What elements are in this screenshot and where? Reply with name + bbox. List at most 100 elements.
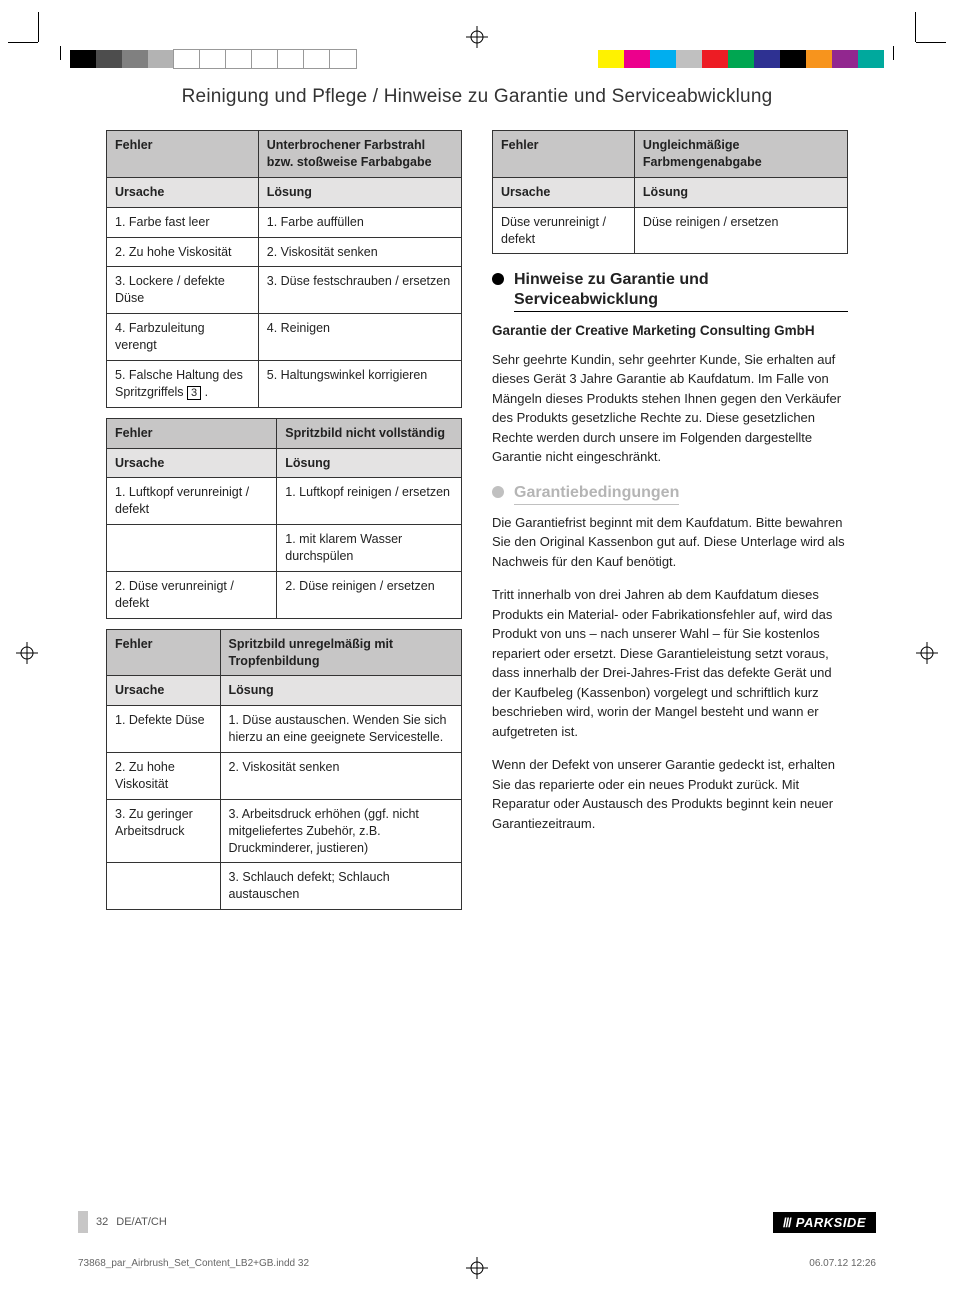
swatch: [676, 50, 702, 68]
cause-cell: 5. Falsche Haltung des Spritzgriffels 3 …: [107, 360, 259, 407]
tick: [60, 46, 61, 60]
cause-cell: [107, 863, 221, 910]
th-title: Spritzbild nicht vollständig: [277, 418, 462, 448]
cause-cell: 1. Luftkopf verunreinigt / defekt: [107, 478, 277, 525]
cause-cell: [107, 525, 277, 572]
crop-mark-tr: [906, 12, 946, 52]
th-fehler: Fehler: [107, 418, 277, 448]
swatch-row-right: [598, 50, 884, 68]
th-ursache: Ursache: [493, 177, 635, 207]
file-name: 73868_par_Airbrush_Set_Content_LB2+GB.in…: [78, 1258, 309, 1269]
paragraph: Sehr geehrte Kundin, sehr geehrter Kunde…: [492, 350, 848, 467]
swatch: [702, 50, 728, 68]
swatch: [858, 50, 884, 68]
registration-mark-icon: [916, 642, 938, 664]
heading-text: Garantiebedingungen: [514, 483, 679, 505]
region-code: DE/AT/CH: [116, 1216, 167, 1228]
cause-cell: 2. Düse verunreinigt / defekt: [107, 571, 277, 618]
section-heading-terms: Garantiebedingungen: [492, 483, 848, 505]
brand-slashes-icon: ///: [783, 1215, 791, 1230]
th-title: Unterbrochener Farbstrahl bzw. stoßweise…: [258, 131, 461, 178]
registration-mark-icon: [466, 26, 488, 48]
cause-cell: 3. Lockere / defekte Düse: [107, 267, 259, 314]
crop-mark-tl: [8, 12, 48, 52]
solution-cell: 3. Schlauch defekt; Schlauch austauschen: [220, 863, 462, 910]
swatch: [174, 50, 200, 68]
tick: [893, 46, 894, 60]
registration-mark-icon: [16, 642, 38, 664]
cause-cell: 1. Farbe fast leer: [107, 207, 259, 237]
th-loesung: Lösung: [258, 177, 461, 207]
heading-text: Hinweise zu Garantie und Serviceabwicklu…: [514, 270, 848, 312]
swatch: [624, 50, 650, 68]
cause-cell: 2. Zu hohe Viskosität: [107, 237, 259, 267]
swatch: [650, 50, 676, 68]
swatch: [806, 50, 832, 68]
solution-cell: 5. Haltungswinkel korrigieren: [258, 360, 461, 407]
solution-cell: 2. Viskosität senken: [220, 753, 462, 800]
print-date: 06.07.12 12:26: [809, 1258, 876, 1269]
solution-cell: 1. Farbe auffüllen: [258, 207, 461, 237]
swatch: [598, 50, 624, 68]
right-column: FehlerUngleichmäßige FarbmengenabgabeUrs…: [492, 130, 848, 920]
th-ursache: Ursache: [107, 676, 221, 706]
troubleshoot-table: FehlerSpritzbild unregelmäßig mit Tropfe…: [106, 629, 462, 911]
solution-cell: Düse reinigen / ersetzen: [634, 207, 847, 254]
th-ursache: Ursache: [107, 177, 259, 207]
page-title: Reinigung und Pflege / Hinweise zu Garan…: [106, 86, 848, 108]
section-heading-warranty: Hinweise zu Garantie und Serviceabwicklu…: [492, 270, 848, 312]
th-title: Ungleichmäßige Farbmengenabgabe: [634, 131, 847, 178]
bullet-icon: [492, 486, 504, 498]
swatch: [728, 50, 754, 68]
swatch: [226, 50, 252, 68]
swatch: [70, 50, 96, 68]
th-fehler: Fehler: [107, 629, 221, 676]
solution-cell: 3. Arbeitsdruck erhöhen (ggf. nicht mitg…: [220, 799, 462, 863]
brand-badge: /// PARKSIDE: [773, 1212, 876, 1233]
solution-cell: 1. Luftkopf reinigen / ersetzen: [277, 478, 462, 525]
swatch: [96, 50, 122, 68]
cause-cell: 3. Zu geringer Arbeitsdruck: [107, 799, 221, 863]
cause-cell: Düse verunreinigt / defekt: [493, 207, 635, 254]
th-loesung: Lösung: [220, 676, 462, 706]
troubleshoot-table: FehlerSpritzbild nicht vollständigUrsach…: [106, 418, 462, 619]
page-footer: 32 DE/AT/CH /// PARKSIDE: [78, 1211, 876, 1233]
swatch: [278, 50, 304, 68]
bullet-icon: [492, 273, 504, 285]
swatch: [252, 50, 278, 68]
th-title: Spritzbild unregelmäßig mit Tropfenbildu…: [220, 629, 462, 676]
th-fehler: Fehler: [493, 131, 635, 178]
page-number-bar: [78, 1211, 88, 1233]
subheading: Garantie der Creative Marketing Consulti…: [492, 322, 848, 340]
solution-cell: 1. mit klarem Wasser durchspülen: [277, 525, 462, 572]
swatch: [832, 50, 858, 68]
print-metadata: 73868_par_Airbrush_Set_Content_LB2+GB.in…: [78, 1258, 876, 1269]
swatch: [330, 50, 356, 68]
solution-cell: 4. Reinigen: [258, 314, 461, 361]
cause-cell: 1. Defekte Düse: [107, 706, 221, 753]
swatch: [754, 50, 780, 68]
swatch: [200, 50, 226, 68]
solution-cell: 3. Düse festschrauben / ersetzen: [258, 267, 461, 314]
paragraph: Die Garantiefrist beginnt mit dem Kaufda…: [492, 513, 848, 572]
swatch: [780, 50, 806, 68]
swatch: [148, 50, 174, 68]
th-loesung: Lösung: [634, 177, 847, 207]
swatch: [122, 50, 148, 68]
cause-cell: 4. Farbzuleitung verengt: [107, 314, 259, 361]
solution-cell: 2. Viskosität senken: [258, 237, 461, 267]
th-loesung: Lösung: [277, 448, 462, 478]
th-fehler: Fehler: [107, 131, 259, 178]
paragraph: Tritt innerhalb von drei Jahren ab dem K…: [492, 585, 848, 741]
left-column: FehlerUnterbrochener Farbstrahl bzw. sto…: [106, 130, 462, 920]
solution-cell: 1. Düse austauschen. Wenden Sie sich hie…: [220, 706, 462, 753]
paragraph: Wenn der Defekt von unserer Garantie ged…: [492, 755, 848, 833]
troubleshoot-table: FehlerUnterbrochener Farbstrahl bzw. sto…: [106, 130, 462, 408]
ref-badge: 3: [187, 386, 201, 400]
brand-name: PARKSIDE: [796, 1215, 866, 1230]
swatch-row-left: [70, 50, 356, 68]
page-number: 32: [96, 1216, 108, 1228]
solution-cell: 2. Düse reinigen / ersetzen: [277, 571, 462, 618]
page-content: Reinigung und Pflege / Hinweise zu Garan…: [78, 74, 876, 1209]
troubleshoot-table: FehlerUngleichmäßige FarbmengenabgabeUrs…: [492, 130, 848, 254]
